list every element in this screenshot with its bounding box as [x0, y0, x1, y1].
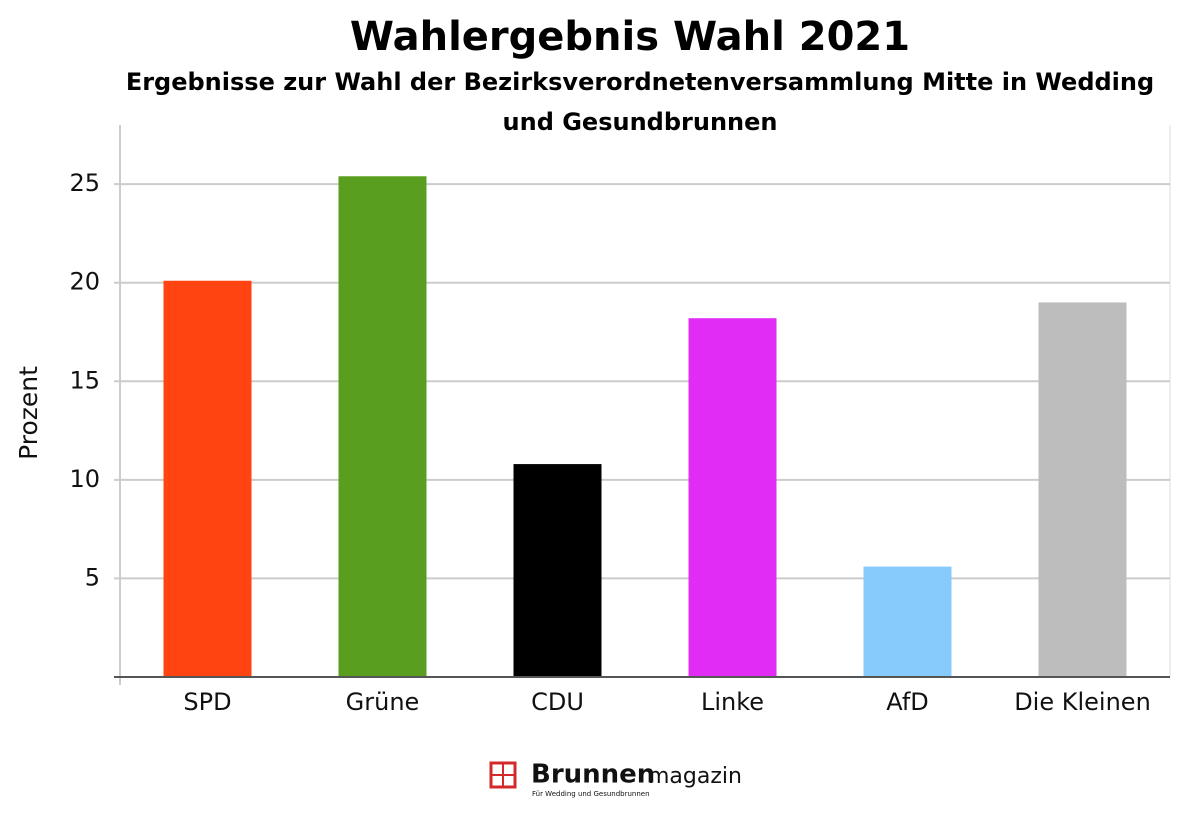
y-tick-label: 25: [69, 169, 100, 197]
logo-name: Brunnen: [531, 760, 655, 790]
x-tick-label: Linke: [701, 688, 764, 716]
y-tick-label: 20: [69, 268, 100, 296]
logo-name: magazin: [648, 764, 742, 789]
bar: [513, 464, 602, 677]
x-tick-label: SPD: [183, 688, 231, 716]
y-tick-label: 10: [69, 465, 100, 493]
y-tick-label: 15: [69, 366, 100, 394]
x-tick-label: CDU: [531, 688, 584, 716]
bar: [1038, 302, 1127, 677]
logo-tagline: Für Wedding und Gesundbrunnen: [532, 790, 650, 798]
chart-title: Wahlergebnis Wahl 2021: [349, 14, 911, 60]
chart-subtitle: Ergebnisse zur Wahl der Bezirksverordnet…: [125, 68, 1155, 136]
y-tick-label: 5: [85, 563, 100, 591]
x-tick-label: AfD: [886, 688, 929, 716]
x-tick-label: Grüne: [346, 688, 420, 716]
x-tick-label: Die Kleinen: [1014, 688, 1151, 716]
bar: [163, 280, 252, 677]
y-axis-label: Prozent: [14, 366, 43, 460]
bar: [863, 566, 952, 677]
bar: [338, 176, 427, 677]
bar: [688, 318, 777, 677]
